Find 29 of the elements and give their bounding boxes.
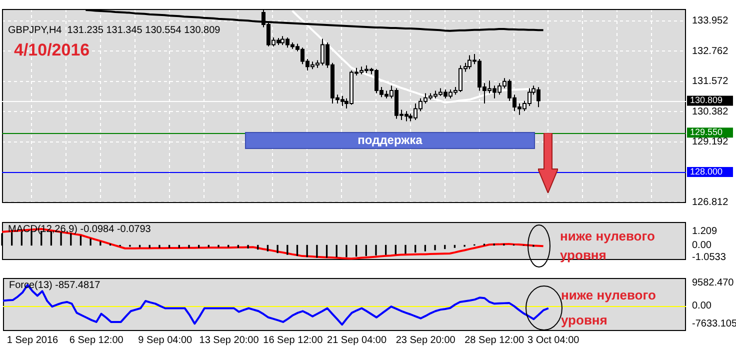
y-tick-label: 0.00 <box>692 240 712 251</box>
x-tick-label: 9 Sep 04:00 <box>138 334 193 346</box>
y-tick-label: 131.572 <box>692 76 729 88</box>
x-tick-label: 28 Sep 12:00 <box>464 334 525 346</box>
ref-line-label: 130.809 <box>690 95 723 106</box>
x-tick-label: 1 Sep 2016 <box>6 334 58 346</box>
y-tick-label: -1.0533 <box>692 252 726 264</box>
text: GBPJPY,H4 131.235 131.345 130.554 130.809 <box>8 24 221 36</box>
y-tick-label: 132.762 <box>692 46 729 57</box>
y-tick-label: 129.192 <box>692 136 729 148</box>
y-tick-label: 0.00 <box>692 300 712 312</box>
x-tick-label: 13 Sep 20:00 <box>199 334 260 346</box>
chart-title: Force(13) -857.4817 <box>9 280 101 291</box>
x-tick-label: 3 Oct 04:00 <box>527 334 580 346</box>
y-tick-label: 133.952 <box>692 16 729 27</box>
ref-line-label: 129.550 <box>690 127 723 138</box>
y-tick-label: 1.209 <box>692 226 718 237</box>
annotation: ниже нулевого уровня <box>560 228 655 263</box>
annotation: 4/10/2016 <box>14 40 90 60</box>
x-tick-label: 6 Sep 12:00 <box>69 334 124 346</box>
x-tick-label: 21 Sep 04:00 <box>327 334 387 346</box>
y-tick-label: 130.382 <box>692 106 729 118</box>
label-box: поддержка <box>245 132 535 149</box>
ref-line-label: 128.000 <box>690 166 723 177</box>
annotation: ниже нулевого уровня <box>561 288 656 328</box>
y-tick-label: 9582.470 <box>692 277 734 288</box>
x-tick-label: 16 Sep 12:00 <box>263 334 324 346</box>
y-tick-label: 126.812 <box>692 196 729 208</box>
x-tick-label: 23 Sep 20:00 <box>396 334 456 346</box>
